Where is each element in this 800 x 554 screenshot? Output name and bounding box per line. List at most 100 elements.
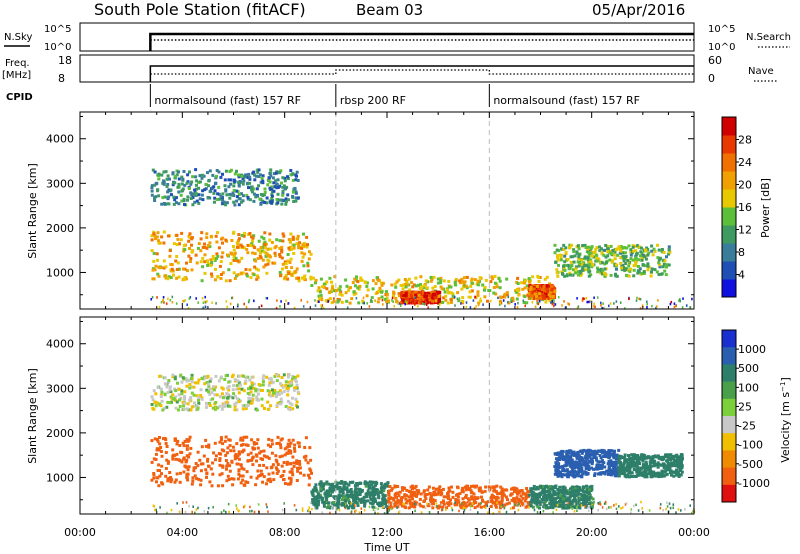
echo-cell <box>568 271 572 275</box>
echo-cell <box>264 254 268 258</box>
echo-cell <box>258 463 262 467</box>
echo-cell <box>414 293 418 296</box>
echo-cell <box>316 503 320 507</box>
echo-cell <box>555 271 559 275</box>
echo-cell <box>484 485 488 489</box>
echo-cell <box>254 174 258 178</box>
echo-cell <box>197 395 201 399</box>
echo-cell <box>222 200 226 204</box>
echo-cell <box>165 405 169 409</box>
ground-scatter-cell <box>333 297 335 300</box>
echo-cell <box>622 259 626 263</box>
echo-cell <box>615 274 619 278</box>
echo-cell <box>233 251 237 255</box>
echo-cell <box>564 489 568 493</box>
echo-cell <box>392 290 395 294</box>
echo-cell <box>179 450 183 454</box>
ground-scatter-cell <box>201 297 204 300</box>
echo-cell <box>205 259 209 263</box>
ground-scatter-cell <box>670 300 673 304</box>
echo-cell <box>489 499 493 503</box>
echo-cell <box>169 390 173 394</box>
echo-cell <box>319 489 323 493</box>
echo-cell <box>237 180 241 184</box>
nsky-series <box>149 32 694 51</box>
echo-cell <box>160 235 164 239</box>
echo-cell <box>214 401 218 404</box>
echo-cell <box>173 480 177 484</box>
echo-cell <box>318 494 322 497</box>
echo-cell <box>610 260 614 264</box>
echo-cell <box>428 293 432 297</box>
cpid-segment-label: rbsp 200 RF <box>340 94 406 107</box>
echo-cell <box>276 401 280 405</box>
echo-cell <box>598 249 602 253</box>
echo-cell <box>223 184 227 188</box>
echo-cell <box>216 255 220 259</box>
echo-cell <box>189 396 193 399</box>
echo-cell <box>517 293 521 297</box>
echo-cell <box>303 274 307 278</box>
echo-cell <box>593 472 597 476</box>
echo-cell <box>287 246 291 250</box>
echo-cell <box>254 389 258 393</box>
ground-scatter-cell <box>685 304 688 307</box>
echo-cell <box>475 497 479 500</box>
echo-cell <box>629 267 633 271</box>
echo-cell <box>553 472 557 476</box>
echo-cell <box>599 460 602 464</box>
echo-cell <box>313 496 317 500</box>
echo-cell <box>590 265 594 269</box>
echo-cell <box>237 193 241 197</box>
echo-cell <box>499 296 503 300</box>
echo-cell <box>606 247 609 251</box>
echo-cell <box>266 247 270 251</box>
echo-cell <box>197 242 201 246</box>
echo-cell <box>423 295 427 299</box>
echo-cell <box>446 501 450 505</box>
echo-cell <box>261 377 265 381</box>
echo-cell <box>180 392 184 396</box>
echo-cell <box>267 259 271 263</box>
echo-cell <box>199 237 203 241</box>
echo-cell <box>487 485 491 489</box>
echo-cell <box>257 168 261 172</box>
echo-cell <box>160 454 164 458</box>
echo-cell <box>559 253 563 257</box>
echo-cell <box>535 485 539 489</box>
echo-cell <box>395 280 399 284</box>
echo-cell <box>458 279 462 283</box>
echo-cell <box>470 491 474 495</box>
echo-cell <box>260 404 264 408</box>
echo-cell <box>421 505 425 509</box>
echo-cell <box>175 452 179 456</box>
echo-cell <box>581 485 585 489</box>
echo-cell <box>269 174 273 178</box>
echo-cell <box>246 196 250 199</box>
echo-cell <box>231 445 235 449</box>
echo-cell <box>660 248 664 251</box>
echo-cell <box>187 254 191 258</box>
echo-cell <box>241 438 245 442</box>
echo-cell <box>553 497 557 501</box>
echo-cell <box>171 448 175 452</box>
echo-cell <box>584 455 588 458</box>
echo-cell <box>580 450 584 454</box>
echo-cell <box>289 169 293 172</box>
echo-cell <box>651 253 655 257</box>
echo-cell <box>561 487 565 491</box>
echo-cell <box>183 464 187 468</box>
echo-cell <box>288 261 292 264</box>
echo-cell <box>263 187 267 191</box>
echo-cell <box>232 271 236 275</box>
echo-cell <box>180 175 184 179</box>
echo-cell <box>175 442 179 446</box>
echo-cell <box>180 199 184 203</box>
echo-cell <box>641 263 645 267</box>
ground-scatter-cell <box>675 304 677 308</box>
echo-cell <box>658 265 662 269</box>
echo-cell <box>292 246 296 250</box>
echo-cell <box>264 251 268 255</box>
echo-cell <box>556 254 559 258</box>
